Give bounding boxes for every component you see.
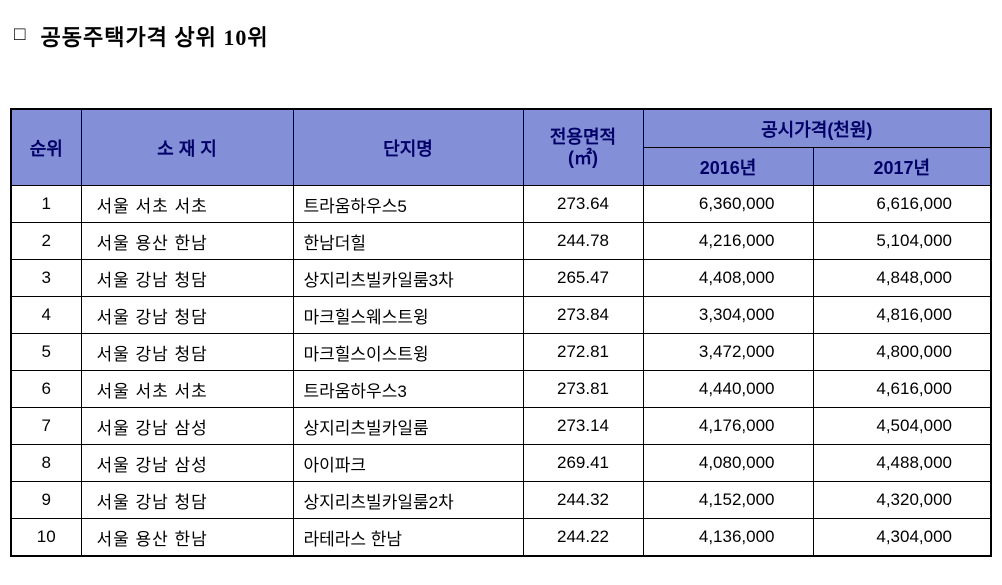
rank-cell: 3	[10, 259, 82, 297]
page-title: □ 공동주택가격 상위 10위	[0, 0, 1002, 52]
price-2016-cell: 3,472,000	[642, 333, 814, 371]
area-cell: 272.81	[522, 333, 644, 371]
table-row: 9 서울 강남 청담 상지리츠빌카일룸2차 244.32 4,152,000 4…	[10, 481, 992, 519]
price-2016-cell: 4,440,000	[642, 370, 814, 408]
price-2017-cell: 4,800,000	[812, 333, 992, 371]
area-cell: 269.41	[522, 444, 644, 482]
rank-cell: 4	[10, 296, 82, 334]
square-bullet-icon: □	[14, 24, 27, 45]
table-row: 4 서울 강남 청담 마크힐스웨스트윙 273.84 3,304,000 4,8…	[10, 296, 992, 334]
complex-cell: 마크힐스이스트윙	[292, 333, 524, 371]
header-row-2: 2016년 2017년	[11, 147, 992, 186]
header-rank: 순위	[10, 108, 82, 186]
complex-cell: 마크힐스웨스트윙	[292, 296, 524, 334]
table-row: 1 서울 서초 서초 트라움하우스5 273.64 6,360,000 6,61…	[10, 185, 992, 223]
location-cell: 서울 강남 삼성	[80, 444, 294, 482]
location-cell: 서울 강남 청담	[80, 259, 294, 297]
complex-cell: 아이파크	[292, 444, 524, 482]
location-cell: 서울 강남 청담	[80, 296, 294, 334]
price-2017-cell: 4,816,000	[812, 296, 992, 334]
location-cell: 서울 서초 서초	[80, 370, 294, 408]
header-area-line1: 전용면적	[549, 126, 617, 147]
location-cell: 서울 서초 서초	[80, 185, 294, 223]
rank-cell: 5	[10, 333, 82, 371]
rank-cell: 2	[10, 222, 82, 260]
apartment-price-table: 순위 소 재 지 단지명 전용면적 (㎡) 공시가격(천원) 2016년 201…	[10, 108, 993, 557]
price-2016-cell: 6,360,000	[642, 185, 814, 223]
location-cell: 서울 강남 삼성	[80, 407, 294, 445]
price-2016-cell: 4,216,000	[642, 222, 814, 260]
header-area-line2: (㎡)	[568, 147, 598, 168]
price-2017-cell: 4,616,000	[812, 370, 992, 408]
table-row: 10 서울 용산 한남 라테라스 한남 244.22 4,136,000 4,3…	[10, 518, 992, 557]
price-2017-cell: 4,320,000	[812, 481, 992, 519]
location-cell: 서울 용산 한남	[80, 222, 294, 260]
header-location: 소 재 지	[80, 108, 294, 186]
price-2017-cell: 4,504,000	[812, 407, 992, 445]
area-cell: 244.32	[522, 481, 644, 519]
price-2017-cell: 4,488,000	[812, 444, 992, 482]
area-cell: 273.14	[522, 407, 644, 445]
complex-cell: 상지리츠빌카일룸	[292, 407, 524, 445]
area-cell: 244.78	[522, 222, 644, 260]
area-cell: 273.64	[522, 185, 644, 223]
rank-cell: 9	[10, 481, 82, 519]
price-2017-cell: 6,616,000	[812, 185, 992, 223]
header-area: 전용면적 (㎡)	[522, 108, 644, 186]
area-cell: 273.81	[522, 370, 644, 408]
area-cell: 265.47	[522, 259, 644, 297]
location-cell: 서울 강남 청담	[80, 481, 294, 519]
table-row: 3 서울 강남 청담 상지리츠빌카일룸3차 265.47 4,408,000 4…	[10, 259, 992, 297]
rank-cell: 7	[10, 407, 82, 445]
complex-cell: 상지리츠빌카일룸2차	[292, 481, 524, 519]
page-title-text: 공동주택가격 상위 10위	[40, 25, 269, 50]
price-2017-cell: 4,304,000	[812, 518, 992, 557]
header-price-group: 공시가격(천원)	[642, 108, 992, 148]
complex-cell: 상지리츠빌카일룸3차	[292, 259, 524, 297]
complex-cell: 트라움하우스3	[292, 370, 524, 408]
header-row-1: 순위 소 재 지 단지명 전용면적 (㎡) 공시가격(천원)	[10, 108, 992, 186]
price-2016-cell: 3,304,000	[642, 296, 814, 334]
price-2016-cell: 4,176,000	[642, 407, 814, 445]
table-row: 5 서울 강남 청담 마크힐스이스트윙 272.81 3,472,000 4,8…	[10, 333, 992, 371]
complex-cell: 라테라스 한남	[292, 518, 524, 557]
rank-cell: 10	[10, 518, 82, 557]
rank-cell: 8	[10, 444, 82, 482]
complex-cell: 트라움하우스5	[292, 185, 524, 223]
header-2017: 2017년	[812, 147, 992, 186]
table-row: 8 서울 강남 삼성 아이파크 269.41 4,080,000 4,488,0…	[10, 444, 992, 482]
area-cell: 244.22	[522, 518, 644, 557]
complex-cell: 한남더힐	[292, 222, 524, 260]
table-row: 7 서울 강남 삼성 상지리츠빌카일룸 273.14 4,176,000 4,5…	[10, 407, 992, 445]
location-cell: 서울 강남 청담	[80, 333, 294, 371]
table-row: 6 서울 서초 서초 트라움하우스3 273.81 4,440,000 4,61…	[10, 370, 992, 408]
area-cell: 273.84	[522, 296, 644, 334]
rank-cell: 1	[10, 185, 82, 223]
price-2016-cell: 4,408,000	[642, 259, 814, 297]
price-2016-cell: 4,136,000	[642, 518, 814, 557]
price-2017-cell: 4,848,000	[812, 259, 992, 297]
location-cell: 서울 용산 한남	[80, 518, 294, 557]
header-2016: 2016년	[642, 147, 814, 186]
price-2016-cell: 4,152,000	[642, 481, 814, 519]
price-2017-cell: 5,104,000	[812, 222, 992, 260]
header-complex: 단지명	[292, 108, 524, 186]
price-2016-cell: 4,080,000	[642, 444, 814, 482]
table-row: 2 서울 용산 한남 한남더힐 244.78 4,216,000 5,104,0…	[10, 222, 992, 260]
rank-cell: 6	[10, 370, 82, 408]
